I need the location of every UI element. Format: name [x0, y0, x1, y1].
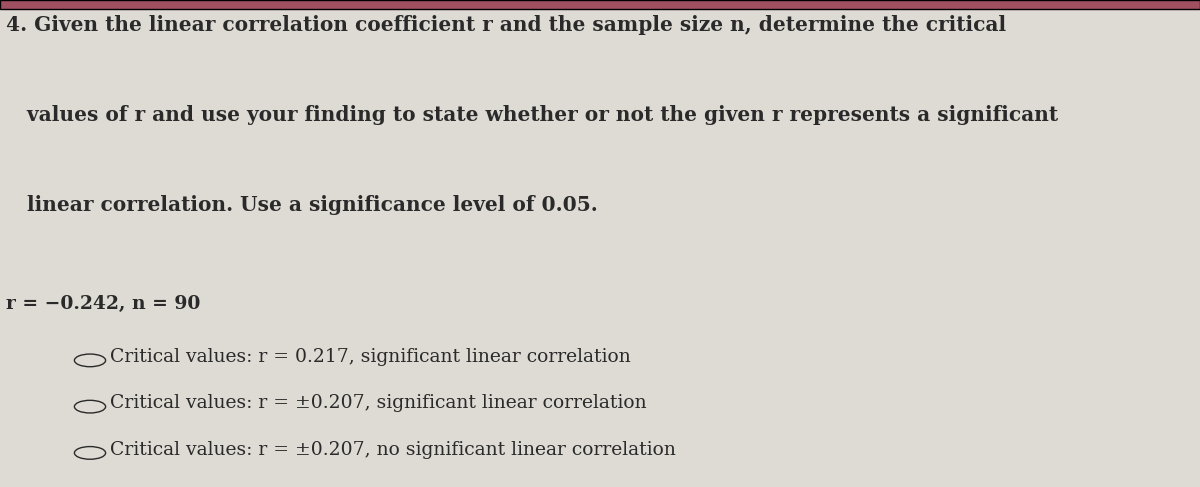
- Text: r = −0.242, n = 90: r = −0.242, n = 90: [6, 295, 200, 313]
- Text: Critical values: r = ±0.207, no significant linear correlation: Critical values: r = ±0.207, no signific…: [110, 441, 677, 459]
- FancyBboxPatch shape: [0, 0, 1200, 9]
- Text: linear correlation. Use a significance level of 0.05.: linear correlation. Use a significance l…: [6, 195, 598, 215]
- Text: Critical values: r = 0.217, significant linear correlation: Critical values: r = 0.217, significant …: [110, 348, 631, 366]
- Text: 4. Given the linear correlation coefficient r and the sample size n, determine t: 4. Given the linear correlation coeffici…: [6, 15, 1006, 35]
- Text: Critical values: r = ±0.207, significant linear correlation: Critical values: r = ±0.207, significant…: [110, 394, 647, 412]
- Text: values of r and use your finding to state whether or not the given r represents : values of r and use your finding to stat…: [6, 105, 1058, 125]
